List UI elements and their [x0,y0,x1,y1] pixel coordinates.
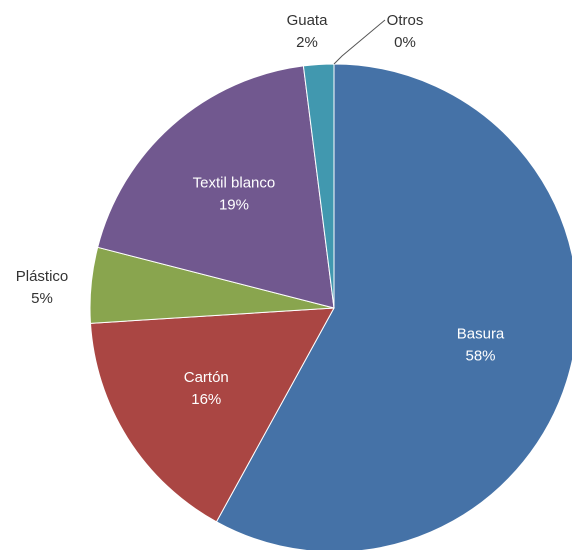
pie-slice [97,65,335,309]
pie-slice [215,63,572,550]
slice-label: Textil blanco [193,174,276,191]
leader-line [333,19,386,65]
pie-slice [89,307,335,523]
slice-value-label: 16% [191,391,221,408]
slice-value-label: 5% [31,290,53,307]
slice-label: Plástico [16,268,69,285]
slice-label: Cartón [184,369,229,386]
slice-value-label: 58% [466,348,496,365]
slice-value-label: 2% [296,34,318,51]
slice-label: Otros [387,12,424,29]
slice-value-label: 0% [394,34,416,51]
slice-label: Basura [457,326,505,343]
slice-value-label: 19% [219,196,249,213]
slice-label: Guata [287,12,329,29]
